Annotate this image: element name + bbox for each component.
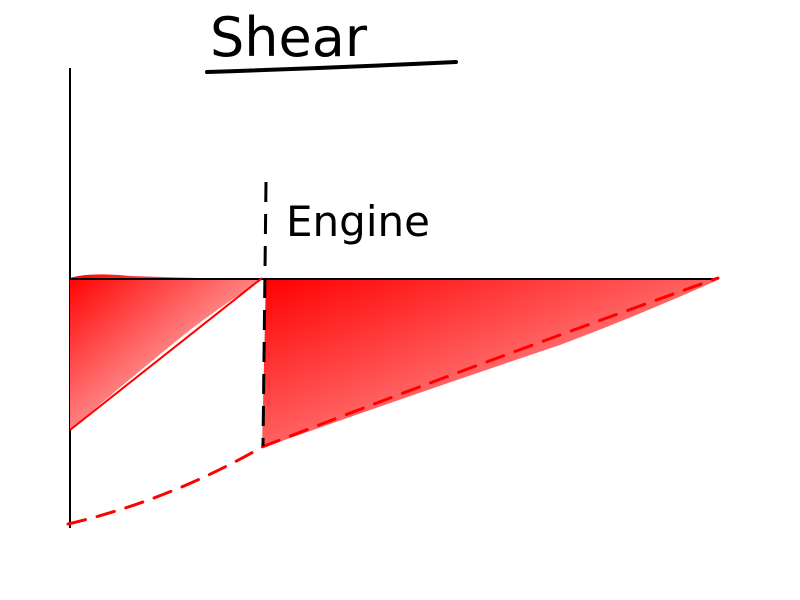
title-underline (205, 60, 458, 74)
shear-region-right (262, 279, 720, 448)
engine-marker-line (261, 181, 268, 447)
engine-label: Engine (286, 197, 430, 246)
shear-dashed-line (66, 276, 720, 526)
shear-drop-line (69, 277, 263, 431)
shear-region-left (70, 274, 262, 430)
diagram-title: Shear (210, 6, 368, 69)
